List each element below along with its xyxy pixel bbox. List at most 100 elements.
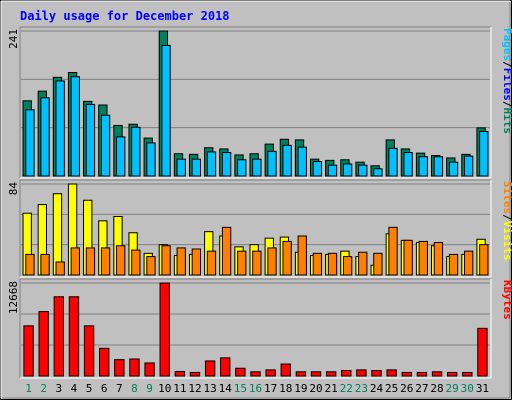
legend-entry: / xyxy=(501,214,512,221)
day-label-27: 27 xyxy=(415,382,428,395)
day-label-12: 12 xyxy=(188,382,201,395)
bar-requests-files-day-10 xyxy=(161,44,171,177)
bar-kbytes-kbytes-day-10 xyxy=(159,282,170,377)
panel-visits: 84 Sites/Visits xyxy=(7,179,512,278)
bar-visits-sites-day-26 xyxy=(403,239,413,276)
y-max-label: 84 xyxy=(7,182,20,196)
bar-kbytes-kbytes-day-14 xyxy=(220,357,231,377)
bar-visits-sites-day-11 xyxy=(176,247,186,276)
bar-kbytes-kbytes-day-30 xyxy=(462,371,473,377)
bar-requests-files-day-26 xyxy=(403,152,413,177)
bar-requests-files-day-5 xyxy=(85,103,96,177)
legend-requests: Pages/Files/Hits xyxy=(501,28,512,134)
bar-kbytes-kbytes-day-8 xyxy=(129,358,140,377)
day-label-10: 10 xyxy=(158,382,171,395)
day-label-22: 22 xyxy=(340,382,353,395)
bar-visits-sites-day-4 xyxy=(70,247,80,276)
bar-visits-sites-day-15 xyxy=(237,250,247,276)
y-max-label: 241 xyxy=(7,29,20,49)
bar-requests-files-day-2 xyxy=(40,97,50,177)
bar-requests-files-day-1 xyxy=(25,109,35,177)
bar-requests-files-day-4 xyxy=(70,76,80,177)
day-label-5: 5 xyxy=(86,382,93,395)
bar-kbytes-kbytes-day-25 xyxy=(386,369,397,377)
chart-title: Daily usage for December 2018 xyxy=(20,9,230,23)
bar-kbytes-kbytes-day-4 xyxy=(68,296,80,377)
bar-kbytes-kbytes-day-17 xyxy=(265,369,276,377)
bar-kbytes-kbytes-day-11 xyxy=(174,370,186,377)
day-label-23: 23 xyxy=(355,382,368,395)
bar-requests-files-day-18 xyxy=(282,144,292,177)
bar-kbytes-kbytes-day-20 xyxy=(310,371,322,377)
day-label-31: 31 xyxy=(476,382,489,395)
bar-visits-sites-day-12 xyxy=(191,248,201,276)
bar-kbytes-kbytes-day-28 xyxy=(431,371,443,377)
day-label-11: 11 xyxy=(173,382,186,395)
bar-visits-sites-day-24 xyxy=(373,252,383,276)
bar-visits-sites-day-31 xyxy=(479,244,489,276)
bar-kbytes-kbytes-day-3 xyxy=(53,296,65,377)
day-label-21: 21 xyxy=(325,382,338,395)
day-label-8: 8 xyxy=(131,382,138,395)
panel-kbytes: 12668 KBytes xyxy=(7,278,512,379)
legend-visits: Sites/Visits xyxy=(501,181,512,261)
legend-entry: Pages xyxy=(501,28,512,61)
bar-requests-files-day-20 xyxy=(312,161,323,177)
day-label-28: 28 xyxy=(430,382,443,395)
bar-visits-sites-day-3 xyxy=(55,261,65,276)
bar-kbytes-kbytes-day-16 xyxy=(250,371,261,377)
bar-requests-files-day-25 xyxy=(388,147,398,177)
day-label-16: 16 xyxy=(249,382,262,395)
bar-kbytes-kbytes-day-24 xyxy=(371,370,382,377)
legend-entry: / xyxy=(501,101,512,108)
bar-requests-files-day-16 xyxy=(252,158,262,177)
day-label-19: 19 xyxy=(294,382,307,395)
bar-requests-files-day-7 xyxy=(116,136,126,177)
bar-visits-sites-day-22 xyxy=(342,256,353,276)
bar-visits-sites-day-21 xyxy=(327,252,338,276)
bar-requests-files-day-28 xyxy=(433,156,444,177)
y-max-label: 12668 xyxy=(7,281,20,314)
bar-kbytes-kbytes-day-6 xyxy=(99,347,110,377)
legend-entry: Sites xyxy=(501,181,512,214)
bar-visits-sites-day-23 xyxy=(358,251,368,276)
bar-visits-sites-day-5 xyxy=(85,247,96,276)
bar-visits-sites-day-9 xyxy=(146,256,156,276)
day-label-1: 1 xyxy=(25,382,32,395)
day-label-18: 18 xyxy=(279,382,292,395)
bar-visits-sites-day-20 xyxy=(312,252,323,276)
bar-kbytes-kbytes-day-9 xyxy=(144,362,155,377)
bar-requests-files-day-23 xyxy=(358,164,368,177)
bar-kbytes-kbytes-day-12 xyxy=(189,371,201,377)
bar-requests-files-day-9 xyxy=(146,142,156,177)
bar-visits-sites-day-19 xyxy=(297,235,307,276)
bar-requests-files-day-15 xyxy=(237,159,247,177)
day-label-3: 3 xyxy=(56,382,63,395)
bar-kbytes-kbytes-day-1 xyxy=(23,325,34,377)
bar-visits-sites-day-16 xyxy=(252,250,262,276)
bar-visits-sites-day-1 xyxy=(25,253,35,276)
day-label-25: 25 xyxy=(385,382,398,395)
bar-requests-files-day-17 xyxy=(267,150,277,177)
bar-visits-sites-day-13 xyxy=(206,250,217,276)
legend-entry: / xyxy=(501,61,512,68)
bar-kbytes-kbytes-day-26 xyxy=(401,371,412,377)
bar-kbytes-kbytes-day-18 xyxy=(280,363,291,377)
day-label-15: 15 xyxy=(234,382,247,395)
day-label-6: 6 xyxy=(101,382,108,395)
bar-visits-sites-day-18 xyxy=(282,240,292,276)
bar-visits-sites-day-14 xyxy=(221,226,232,276)
panels: 241Pages/Files/Hits84Sites/Visits12668KB… xyxy=(7,26,512,379)
bar-requests-files-day-29 xyxy=(448,161,459,177)
day-label-13: 13 xyxy=(203,382,216,395)
bar-visits-sites-day-30 xyxy=(464,250,474,276)
legend-entry: Hits xyxy=(501,108,512,135)
bar-requests-files-day-27 xyxy=(418,156,428,177)
bar-kbytes-kbytes-day-19 xyxy=(295,371,307,377)
day-label-17: 17 xyxy=(264,382,277,395)
legend-entry: Files xyxy=(501,68,512,101)
bar-requests-files-day-13 xyxy=(206,151,217,177)
bar-kbytes-kbytes-day-13 xyxy=(204,360,216,377)
bar-requests-files-day-12 xyxy=(191,158,201,177)
